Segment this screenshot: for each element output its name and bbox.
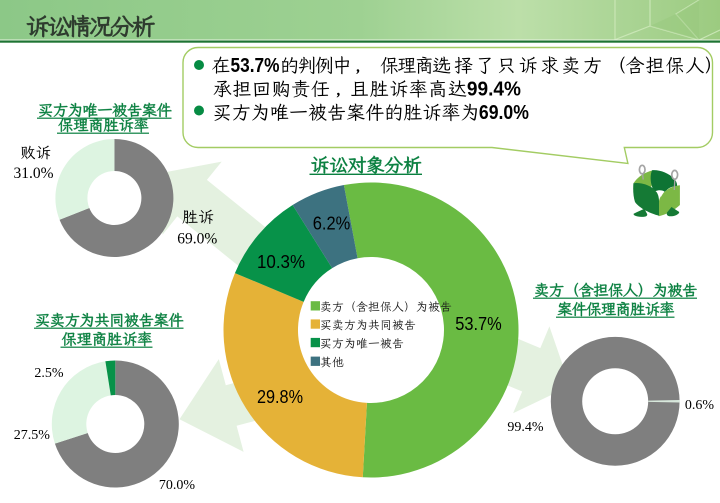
- svg-text:99.4%: 99.4%: [467, 79, 521, 101]
- svg-text:69.0%: 69.0%: [479, 102, 529, 124]
- svg-text:29.8%: 29.8%: [257, 386, 303, 407]
- svg-text:53.7%: 53.7%: [231, 55, 280, 77]
- svg-text:70.0%: 70.0%: [159, 478, 196, 493]
- svg-text:53.7%: 53.7%: [455, 313, 502, 334]
- svg-text:31.0%: 31.0%: [13, 165, 53, 182]
- svg-text:10.3%: 10.3%: [257, 251, 305, 272]
- svg-text:69.0%: 69.0%: [177, 231, 217, 248]
- svg-text:2.5%: 2.5%: [34, 366, 64, 381]
- svg-text:99.4%: 99.4%: [507, 420, 544, 435]
- svg-text:0.6%: 0.6%: [685, 398, 715, 413]
- svg-text:27.5%: 27.5%: [14, 428, 51, 443]
- svg-text:6.2%: 6.2%: [313, 213, 351, 234]
